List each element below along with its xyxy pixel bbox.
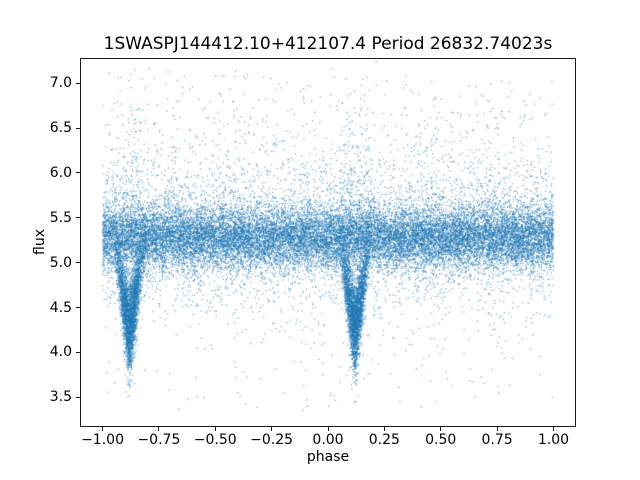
x-tick-label: 1.00 bbox=[537, 432, 570, 448]
y-tick-label: 5.0 bbox=[49, 254, 72, 271]
y-tick-label: 6.5 bbox=[49, 120, 72, 137]
y-tick-mark bbox=[76, 307, 80, 309]
y-tick-label: 4.0 bbox=[49, 344, 72, 361]
x-tick-mark bbox=[327, 427, 329, 431]
x-tick-label: −0.25 bbox=[250, 432, 294, 448]
y-axis-label: flux bbox=[32, 229, 48, 255]
x-tick-mark bbox=[552, 427, 554, 431]
y-tick-label: 4.5 bbox=[49, 299, 72, 316]
x-tick-label: −1.00 bbox=[81, 432, 124, 448]
x-tick-mark bbox=[383, 427, 385, 431]
axes-frame bbox=[80, 58, 576, 427]
y-tick-mark bbox=[76, 82, 80, 84]
x-tick-label: 0.75 bbox=[481, 432, 513, 448]
x-axis-label: phase bbox=[306, 449, 350, 465]
y-tick-label: 3.5 bbox=[49, 389, 72, 406]
y-tick-label: 6.0 bbox=[49, 164, 72, 181]
x-tick-label: 0.00 bbox=[312, 432, 344, 448]
x-tick-mark bbox=[102, 427, 104, 431]
y-tick-label: 5.5 bbox=[49, 209, 72, 226]
y-tick-mark bbox=[76, 172, 80, 174]
y-tick-mark bbox=[76, 262, 80, 264]
x-tick-mark bbox=[440, 427, 442, 431]
y-tick-mark bbox=[76, 217, 80, 219]
x-tick-label: 0.25 bbox=[368, 432, 400, 448]
chart-title: 1SWASPJ144412.10+412107.4 Period 26832.7… bbox=[103, 34, 553, 54]
x-tick-label: −0.75 bbox=[137, 432, 181, 448]
y-tick-mark bbox=[76, 396, 80, 398]
x-tick-mark bbox=[271, 427, 273, 431]
y-tick-mark bbox=[76, 127, 80, 129]
x-tick-label: 0.50 bbox=[425, 432, 457, 448]
x-tick-label: −0.50 bbox=[193, 432, 237, 448]
x-tick-mark bbox=[158, 427, 160, 431]
y-tick-label: 7.0 bbox=[49, 75, 72, 92]
x-tick-mark bbox=[496, 427, 498, 431]
y-tick-mark bbox=[76, 351, 80, 353]
x-tick-mark bbox=[214, 427, 216, 431]
